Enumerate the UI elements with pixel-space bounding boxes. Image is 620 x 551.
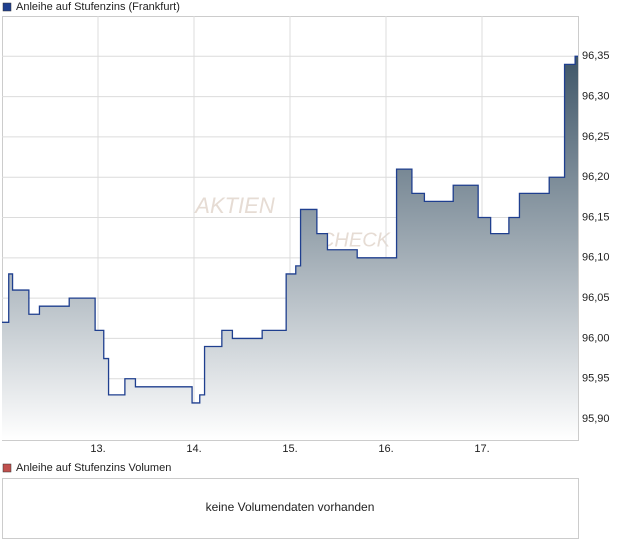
- legend-swatch: [2, 463, 12, 473]
- legend-label: Anleihe auf Stufenzins Volumen: [16, 462, 171, 474]
- volume-message: keine Volumendaten vorhanden: [206, 500, 375, 514]
- y-tick-label: 96,30: [582, 91, 610, 103]
- watermark: AKTIEN: [193, 193, 275, 218]
- y-tick-label: 96,20: [582, 171, 610, 183]
- y-tick-label: 96,35: [582, 50, 610, 62]
- watermark: CHECK: [320, 229, 392, 251]
- x-tick-label: 13.: [90, 443, 105, 455]
- x-tick-label: 17.: [474, 443, 489, 455]
- x-tick-label: 16.: [378, 443, 393, 455]
- y-tick-label: 95,90: [582, 413, 610, 425]
- legend-swatch: [2, 2, 12, 12]
- y-tick-label: 96,15: [582, 211, 610, 223]
- x-tick-label: 14.: [186, 443, 201, 455]
- legend-label: Anleihe auf Stufenzins (Frankfurt): [16, 1, 180, 13]
- line: [2, 55, 578, 404]
- volume-frame: [2, 478, 579, 539]
- y-tick-label: 96,10: [582, 252, 610, 264]
- y-tick-label: 96,25: [582, 131, 610, 143]
- y-tick-label: 95,95: [582, 373, 610, 385]
- area: [2, 56, 578, 440]
- y-tick-label: 96,05: [582, 292, 610, 304]
- x-tick-label: 15.: [282, 443, 297, 455]
- y-tick-label: 96,00: [582, 332, 610, 344]
